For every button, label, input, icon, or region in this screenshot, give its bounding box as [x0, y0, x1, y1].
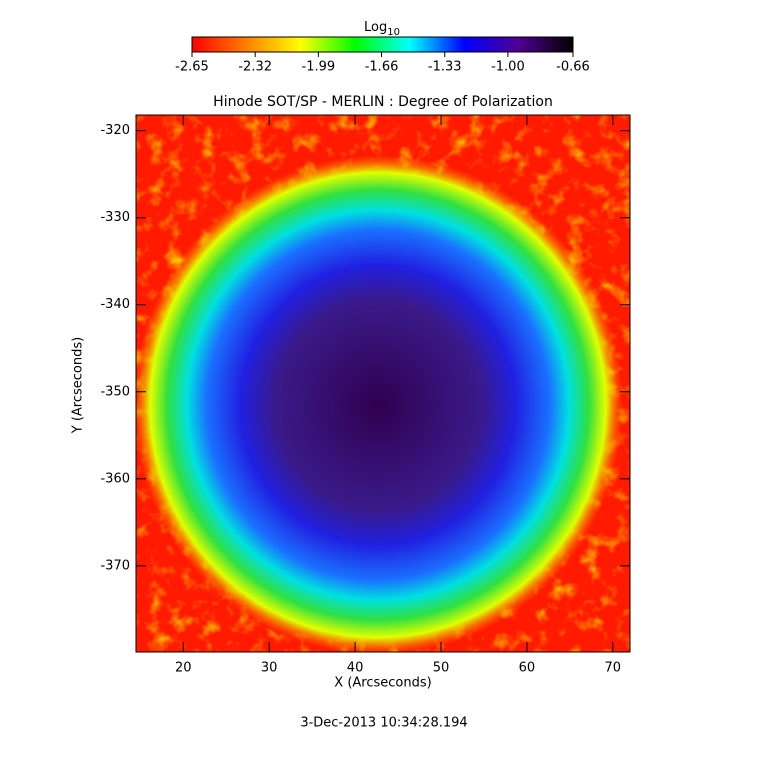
x-tick-label: 70 [605, 661, 622, 676]
colorbar-tick-label: -1.33 [428, 60, 462, 75]
colorbar-tick-label: -2.32 [238, 60, 272, 75]
plot-frame [135, 114, 631, 653]
footer-timestamp: 3-Dec-2013 10:34:28.194 [300, 716, 467, 731]
colorbar-label-text: Log [364, 20, 387, 35]
colorbar-tick-label: -1.00 [491, 60, 525, 75]
x-tick-label: 60 [519, 661, 536, 676]
y-tick-label: -340 [100, 297, 130, 312]
colorbar-tick-label: -2.65 [175, 60, 209, 75]
y-axis-label: Y (Arcseconds) [71, 337, 86, 434]
x-tick-label: 20 [175, 661, 192, 676]
colorbar-tick-label: -0.66 [556, 60, 590, 75]
y-tick-label: -350 [100, 384, 130, 399]
y-tick-label: -330 [100, 210, 130, 225]
y-tick-label: -360 [100, 471, 130, 486]
colorbar-tick-label: -1.66 [365, 60, 399, 75]
colorbar-label-subscript: 10 [387, 27, 400, 38]
polarization-image [136, 115, 630, 652]
colorbar-tick-label: -1.99 [302, 60, 336, 75]
colorbar-label: Log10 [364, 20, 400, 39]
y-tick-label: -370 [100, 558, 130, 573]
chart-title: Hinode SOT/SP - MERLIN : Degree of Polar… [213, 94, 553, 110]
y-tick-label: -320 [100, 123, 130, 138]
x-tick-label: 40 [347, 661, 364, 676]
x-tick-label: 50 [433, 661, 450, 676]
x-tick-label: 30 [261, 661, 278, 676]
colorbar [191, 36, 574, 53]
x-axis-label: X (Arcseconds) [334, 676, 431, 691]
